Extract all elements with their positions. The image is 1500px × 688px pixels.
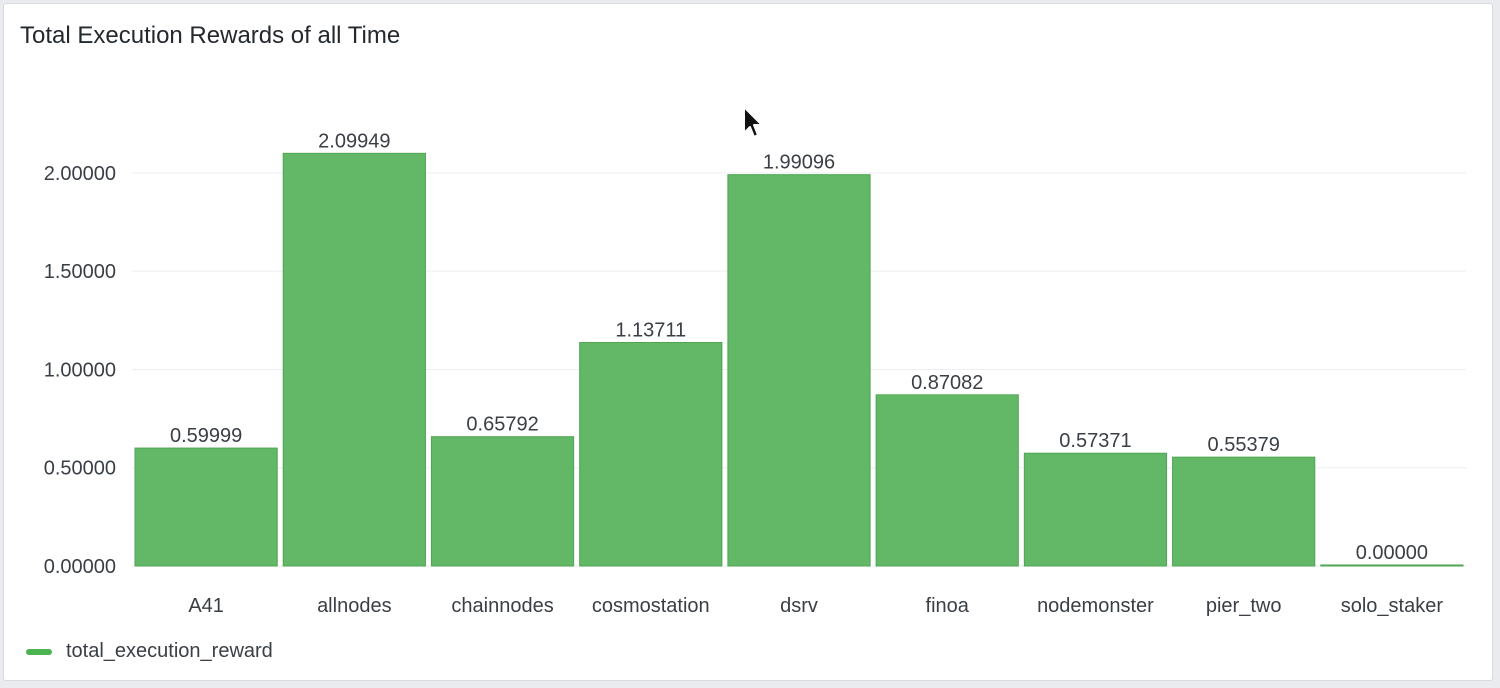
- bar: [430, 436, 575, 567]
- x-tick-label: chainnodes: [451, 595, 553, 617]
- bar: [579, 341, 723, 567]
- bar: [282, 152, 426, 567]
- y-tick-label: 1.00000: [44, 359, 116, 381]
- x-tick-label: cosmostation: [592, 595, 710, 617]
- legend-label: total_execution_reward: [66, 640, 273, 662]
- bar: [1023, 452, 1168, 567]
- y-tick-label: 1.50000: [44, 261, 116, 283]
- x-tick-label: finoa: [926, 595, 970, 617]
- x-tick-label: pier_two: [1206, 595, 1282, 617]
- bar-value-label: 0.00000: [1356, 542, 1428, 564]
- bar: [1320, 564, 1464, 567]
- y-tick-label: 0.50000: [44, 458, 116, 480]
- bar-value-label: 0.87082: [911, 372, 983, 394]
- legend[interactable]: total_execution_reward: [26, 640, 273, 663]
- bar: [1172, 456, 1316, 567]
- x-tick-label: A41: [188, 595, 224, 617]
- bar: [727, 174, 871, 567]
- panel-title: Total Execution Rewards of all Time: [20, 22, 401, 49]
- x-tick-label: solo_staker: [1341, 595, 1444, 617]
- legend-swatch: [26, 648, 52, 655]
- bar-chart: 0.00000 0.50000 1.00000 1.50000 2.00000 0.599…: [44, 130, 1466, 617]
- bar: [134, 447, 278, 567]
- bar-value-label: 1.99096: [763, 152, 835, 174]
- bar-value-label: 2.09949: [318, 130, 390, 152]
- x-tick-label: nodemonster: [1037, 595, 1154, 617]
- bar: [875, 394, 1019, 567]
- bar-value-label: 0.65792: [466, 414, 538, 436]
- y-tick-label: 0.00000: [44, 556, 116, 578]
- bar-value-label: 1.13711: [615, 319, 686, 341]
- bar-value-label: 0.59999: [170, 425, 242, 447]
- x-tick-label: dsrv: [780, 595, 818, 617]
- mouse-pointer-icon: [743, 106, 763, 138]
- bar-value-label: 0.55379: [1208, 434, 1280, 456]
- y-tick-label: 2.00000: [44, 163, 116, 185]
- x-tick-label: allnodes: [317, 595, 392, 617]
- bar-value-label: 0.57371: [1059, 430, 1131, 452]
